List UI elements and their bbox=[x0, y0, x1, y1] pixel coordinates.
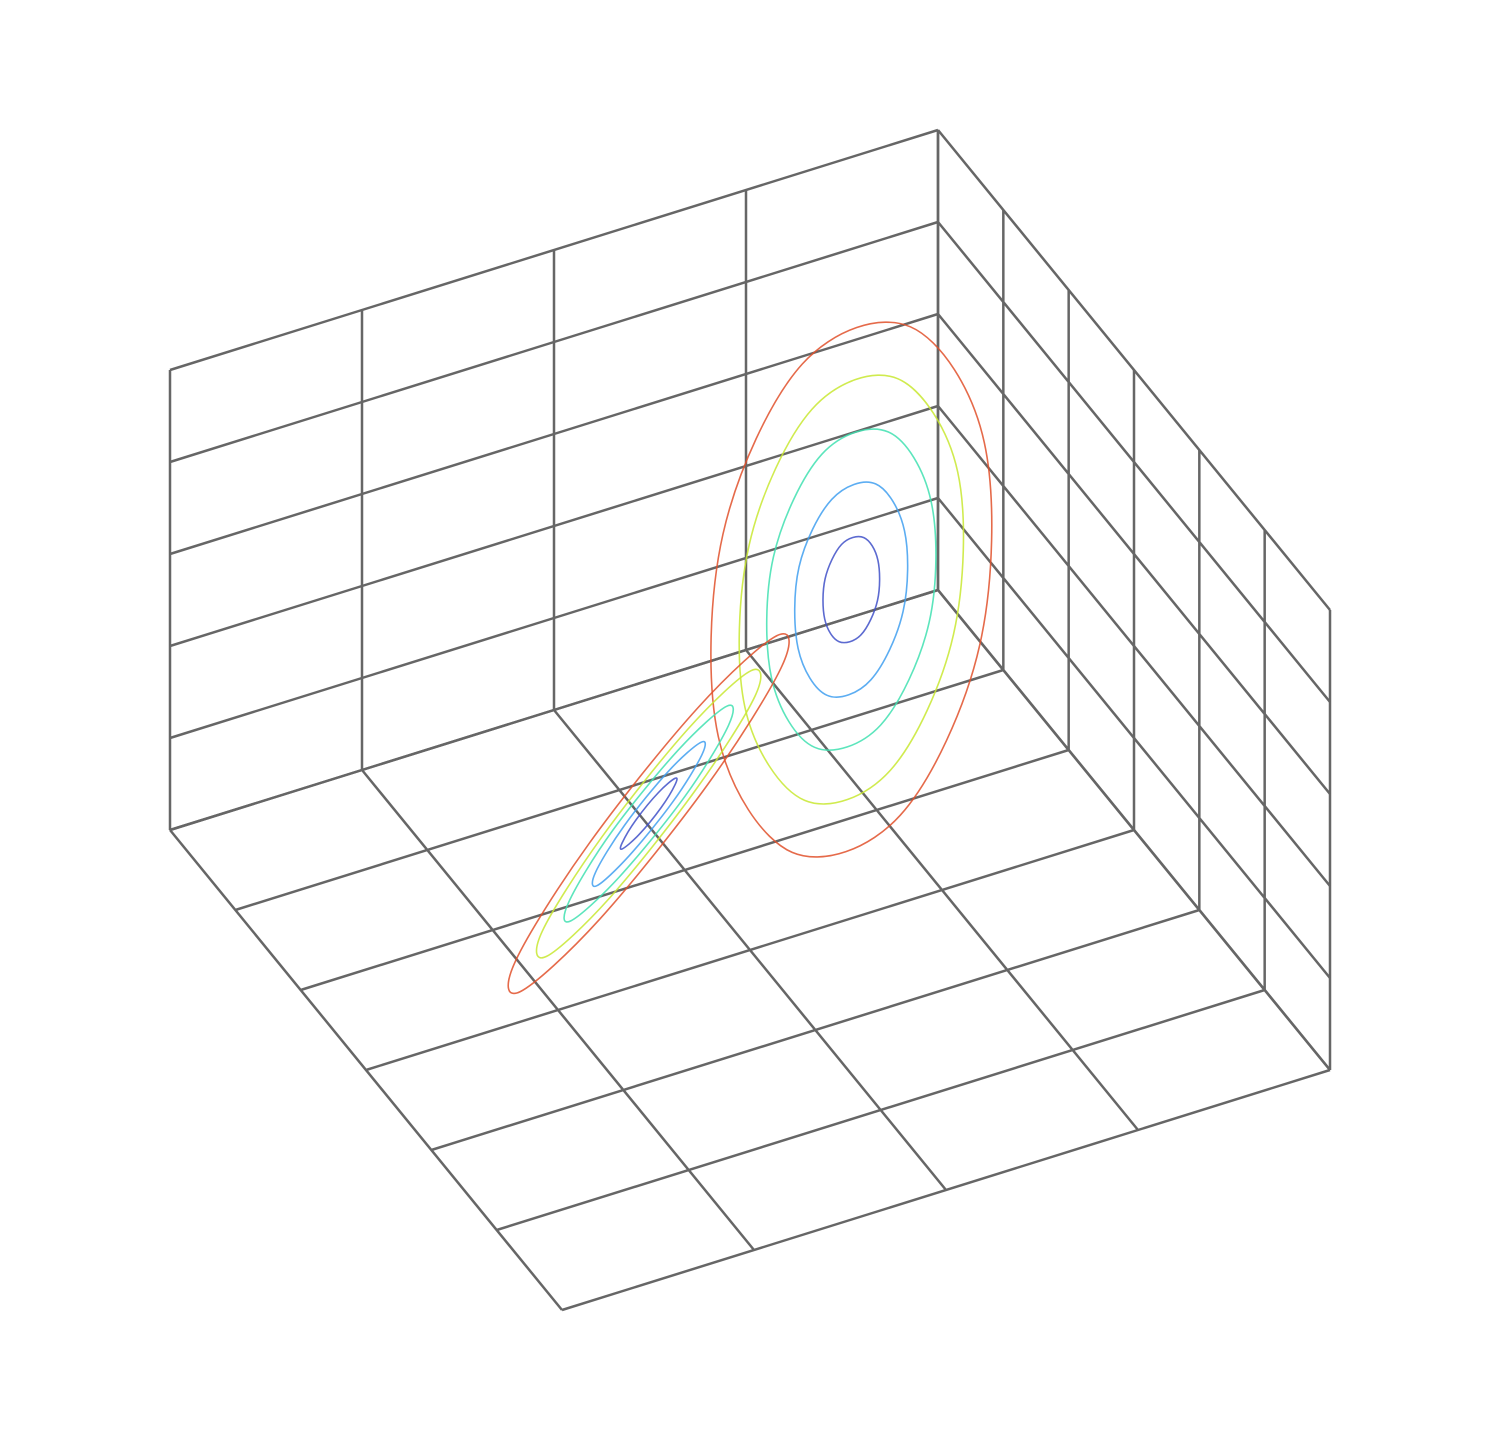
trajectory bbox=[619, 777, 678, 850]
grid-line bbox=[937, 313, 1331, 795]
grid-line bbox=[169, 404, 939, 648]
trajectory bbox=[822, 535, 881, 644]
trajectory bbox=[793, 481, 909, 698]
trajectory bbox=[738, 374, 965, 805]
trajectory bbox=[710, 321, 993, 858]
grid-line bbox=[561, 1068, 1331, 1312]
grid-line bbox=[496, 988, 1266, 1232]
trajectory bbox=[591, 740, 707, 888]
trajectory bbox=[563, 704, 735, 923]
trajectory bbox=[507, 633, 790, 995]
plot-area bbox=[507, 321, 993, 995]
grid bbox=[168, 128, 1332, 1312]
grid-line bbox=[365, 828, 1135, 1072]
grid-line bbox=[937, 221, 1331, 703]
grid-line bbox=[937, 589, 1331, 1071]
grid-line bbox=[169, 312, 939, 556]
grid-line bbox=[169, 128, 939, 372]
grid-line bbox=[234, 668, 1004, 912]
grid-line bbox=[169, 220, 939, 464]
grid-line bbox=[937, 405, 1331, 887]
grid-line bbox=[937, 129, 1331, 611]
grid-line bbox=[300, 748, 1070, 992]
grid-line bbox=[937, 497, 1331, 979]
grid-line bbox=[169, 588, 939, 832]
trajectory bbox=[765, 428, 937, 751]
grid-line bbox=[169, 496, 939, 740]
grid-line bbox=[430, 908, 1200, 1152]
trajectory bbox=[535, 668, 762, 959]
